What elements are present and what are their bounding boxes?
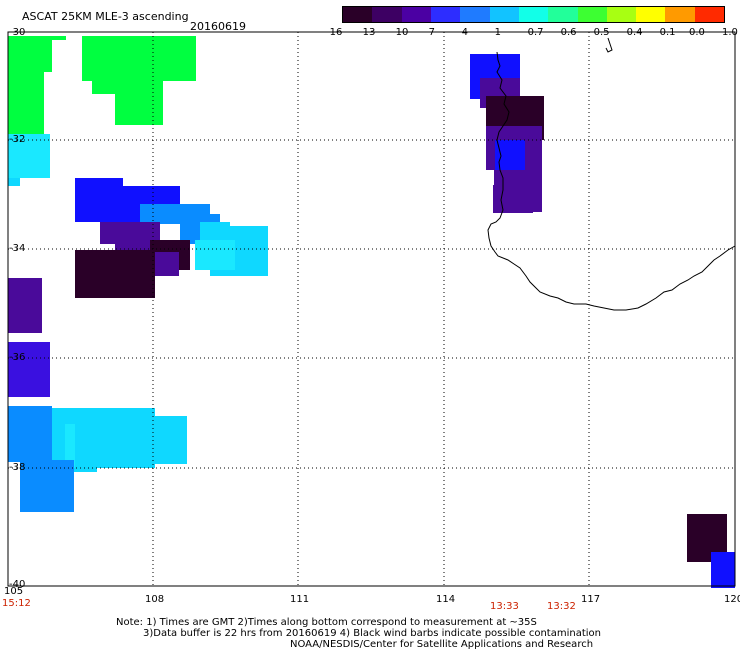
wind-cell [8, 342, 50, 397]
x-tick: 111 [290, 594, 310, 605]
y-tick: -36 [9, 352, 26, 363]
colorbar-segment [401, 7, 431, 22]
wind-cell [125, 416, 187, 464]
wind-cell [8, 36, 52, 72]
wind-cell [195, 240, 235, 270]
wind-cell [75, 250, 155, 298]
colorbar-segment [460, 7, 490, 22]
wind-cell [493, 185, 533, 213]
x-tick: 120 [724, 594, 740, 605]
colorbar-segment [577, 7, 607, 22]
y-tick: -30 [9, 27, 26, 38]
wind-cell [82, 36, 196, 81]
colorbar-segment [489, 7, 519, 22]
wind-cells [8, 36, 735, 588]
y-tick: -34 [9, 243, 26, 254]
wind-cell [148, 72, 156, 80]
time-label: 13:33 [490, 601, 519, 612]
colorbar-segment [665, 7, 695, 22]
wind-cell [26, 470, 66, 512]
map-title: ASCAT 25KM MLE-3 ascending [22, 10, 189, 23]
wind-cell [8, 72, 44, 136]
footer-note-1: Note: 1) Times are GMT 2)Times along bot… [116, 617, 537, 628]
colorbar-segment [636, 7, 666, 22]
wind-cell [8, 178, 20, 186]
y-tick: -32 [9, 134, 26, 145]
x-tick: 105 [4, 586, 24, 597]
colorbar-segment [548, 7, 578, 22]
coastline [487, 51, 736, 311]
x-tick: 117 [581, 594, 601, 605]
y-tick: -38 [9, 462, 26, 473]
time-label: 15:12 [2, 598, 31, 609]
colorbar-segment [372, 7, 402, 22]
colorbar-segment [694, 7, 725, 22]
coast-islet [605, 37, 613, 53]
map-frame [7, 31, 736, 587]
wind-cell [155, 252, 179, 276]
y-tick: -40 [9, 579, 26, 590]
grid-lines [8, 32, 735, 586]
colorbar-segment [518, 7, 549, 22]
time-label: 13:32 [547, 601, 576, 612]
wind-cell [100, 222, 160, 244]
wind-cell [8, 36, 66, 40]
x-tick: 114 [436, 594, 456, 605]
colorbar-segment [606, 7, 637, 22]
colorbar-segment [430, 7, 461, 22]
x-tick: 108 [145, 594, 165, 605]
footer-note-2: 3)Data buffer is 22 hrs from 20160619 4)… [143, 628, 601, 639]
footer-credit: NOAA/NESDIS/Center for Satellite Applica… [290, 639, 594, 650]
wind-cell [711, 552, 735, 588]
colorbar-segment [343, 7, 373, 22]
map-date: 20160619 [190, 20, 246, 33]
wind-cell [115, 80, 163, 125]
wind-cell [8, 134, 50, 178]
wind-cell [75, 178, 123, 222]
colorbar [342, 6, 725, 23]
wind-cell [8, 278, 42, 333]
